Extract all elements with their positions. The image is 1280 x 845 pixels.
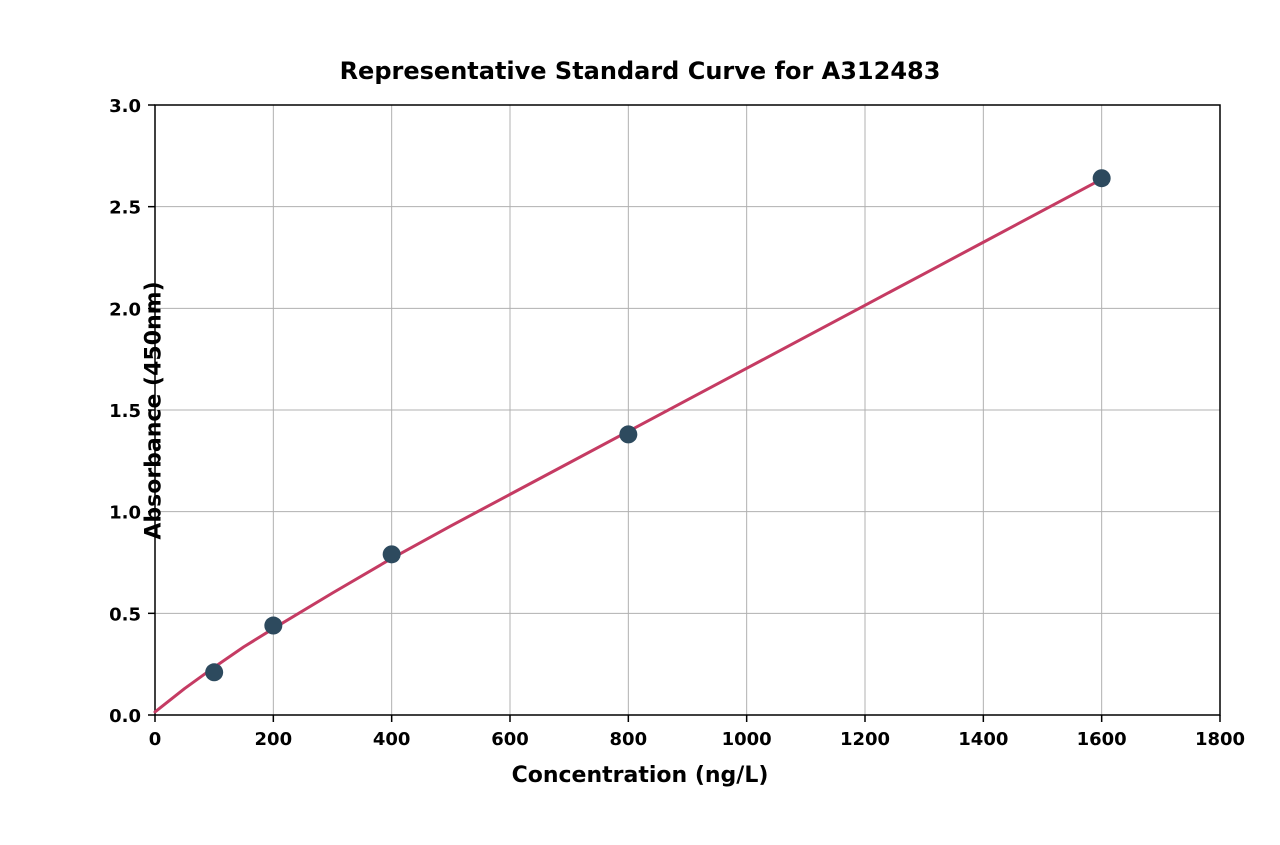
y-tick-label: 0.5 [109, 604, 141, 625]
y-tick-label: 1.5 [109, 401, 141, 422]
x-axis-label: Concentration (ng/L) [0, 763, 1280, 788]
data-point [205, 663, 223, 681]
data-point [264, 617, 282, 635]
x-tick-label: 1400 [958, 729, 1008, 750]
x-tick-label: 200 [255, 729, 293, 750]
data-point [383, 545, 401, 563]
x-tick-label: 400 [373, 729, 411, 750]
y-tick-label: 1.0 [109, 503, 141, 524]
y-tick-label: 3.0 [109, 96, 141, 117]
y-tick-label: 0.0 [109, 706, 141, 727]
y-tick-label: 2.5 [109, 198, 141, 219]
x-tick-label: 0 [149, 729, 162, 750]
x-tick-label: 1800 [1195, 729, 1245, 750]
y-tick-label: 2.0 [109, 299, 141, 320]
x-tick-label: 800 [610, 729, 648, 750]
x-tick-label: 1600 [1077, 729, 1127, 750]
x-tick-label: 1200 [840, 729, 890, 750]
data-point [619, 425, 637, 443]
x-tick-label: 600 [491, 729, 529, 750]
x-tick-label: 1000 [722, 729, 772, 750]
chart-svg: 0 200 400 600 800 1000 1200 1400 1600 1800 0.0 0.5 1… [0, 0, 1280, 845]
standard-curve-chart: 0 200 400 600 800 1000 1200 1400 1600 1800 0.0 0.5 1… [0, 0, 1280, 845]
y-axis-label: Absorbance (450nm) [142, 281, 167, 539]
data-point [1093, 169, 1111, 187]
chart-title: Representative Standard Curve for A31248… [0, 57, 1280, 85]
